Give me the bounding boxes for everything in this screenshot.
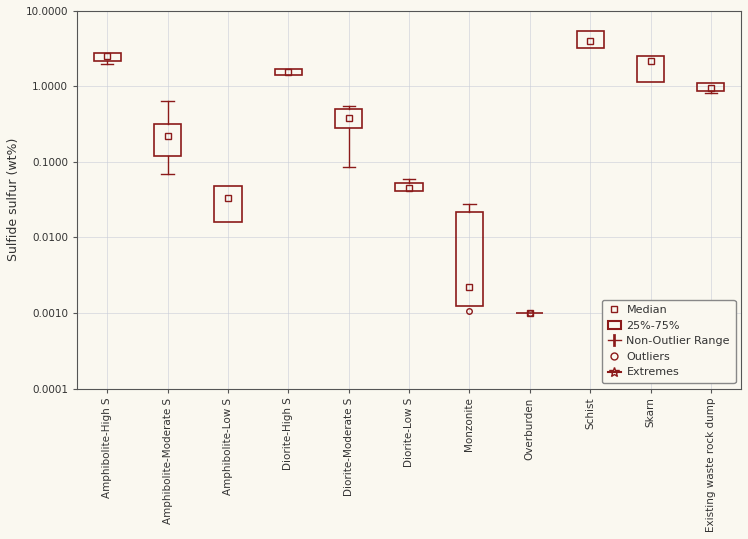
Y-axis label: Sulfide sulfur (wt%): Sulfide sulfur (wt%): [7, 138, 20, 261]
Bar: [396, 183, 423, 191]
Bar: [456, 212, 483, 306]
Bar: [335, 109, 362, 128]
Bar: [275, 69, 302, 75]
Bar: [697, 84, 725, 91]
Bar: [94, 53, 120, 60]
Bar: [215, 186, 242, 222]
Bar: [154, 124, 181, 156]
Bar: [577, 31, 604, 49]
Legend: Median, 25%-75%, Non-Outlier Range, Outliers, Extremes: Median, 25%-75%, Non-Outlier Range, Outl…: [602, 300, 735, 383]
Bar: [637, 57, 664, 82]
